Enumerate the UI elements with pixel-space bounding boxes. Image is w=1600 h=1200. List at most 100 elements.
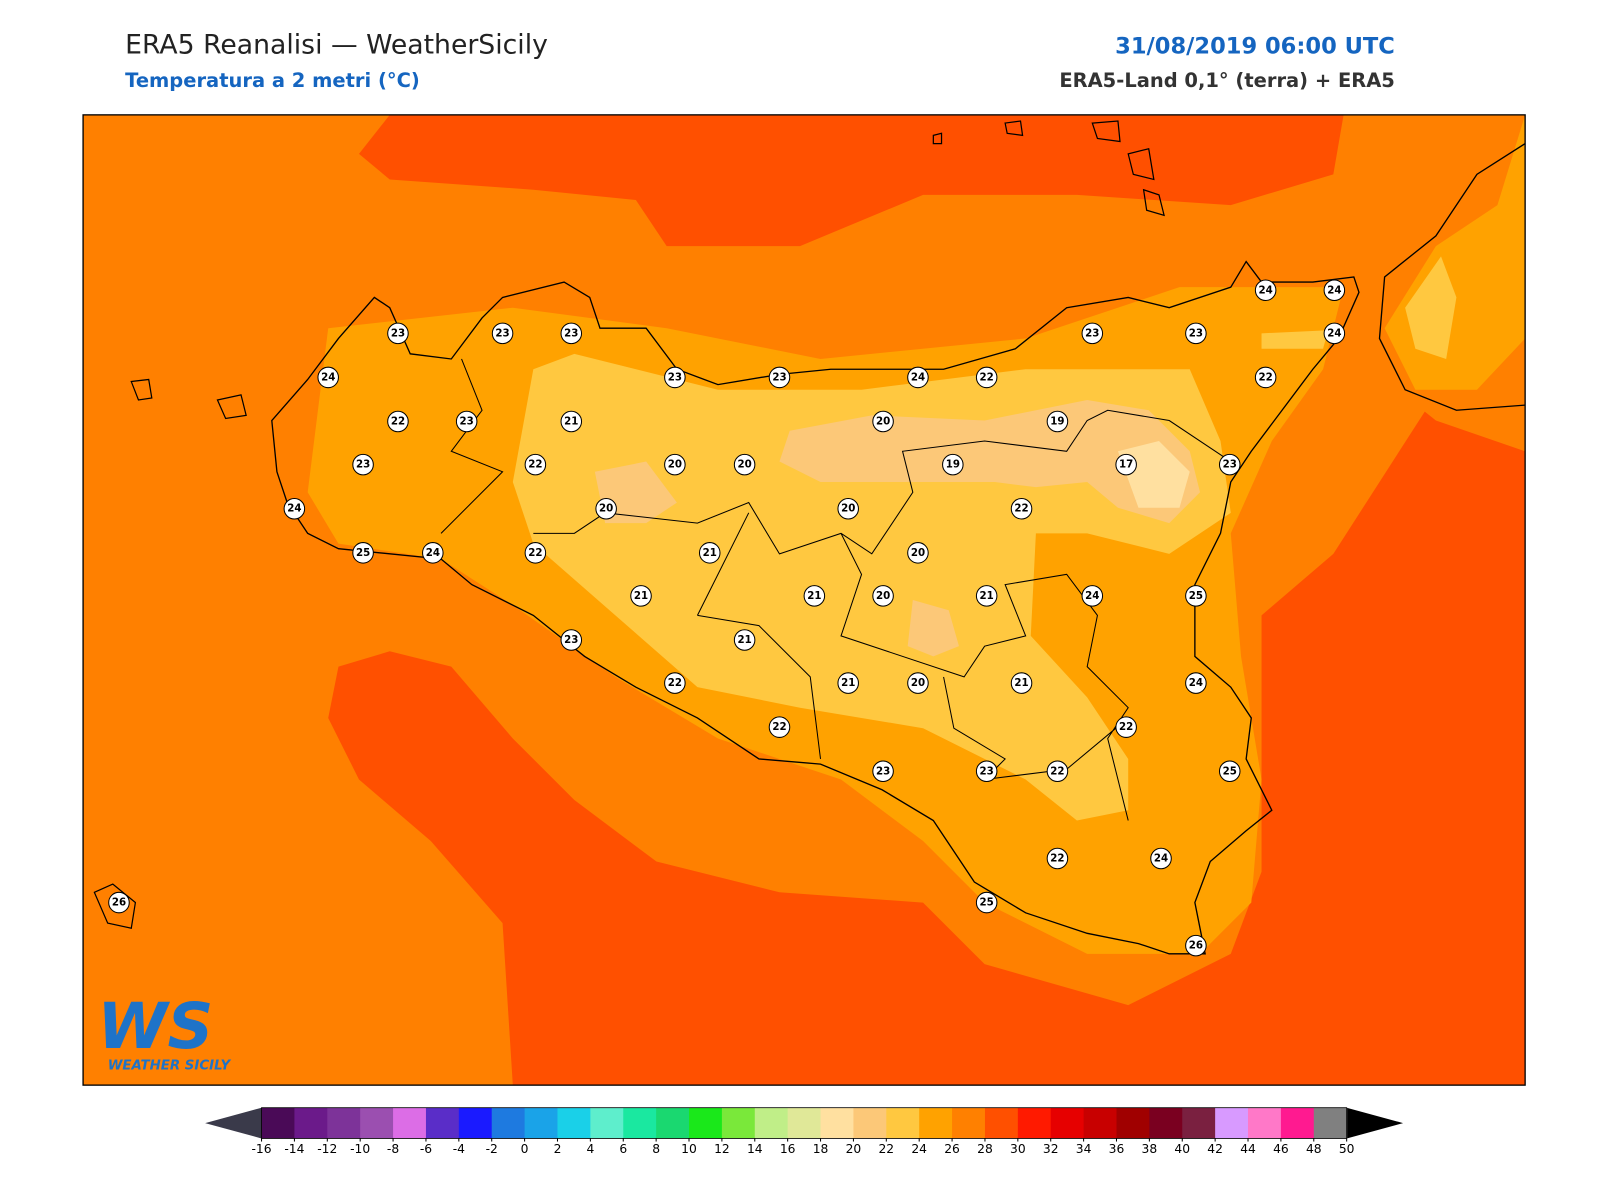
station-marker [803, 585, 826, 607]
coastline [271, 260, 1360, 955]
colorbar-segment [557, 1107, 591, 1139]
station-value: 23 [876, 765, 890, 777]
station-marker [975, 585, 998, 607]
station-value: 22 [391, 416, 405, 428]
station-marker [455, 410, 478, 433]
colorbar-segment [261, 1107, 295, 1139]
station-marker [317, 366, 339, 389]
colorbar-label: -12 [317, 1142, 337, 1156]
station-value: 22 [528, 459, 542, 471]
station-value: 22 [1014, 503, 1028, 515]
area [1405, 256, 1457, 359]
station-marker [664, 366, 686, 389]
colorbar-label: 12 [714, 1142, 730, 1156]
map-frame [82, 114, 1526, 1086]
colorbar-label: -6 [420, 1142, 432, 1156]
station-value: 23 [564, 634, 578, 646]
station-marker [942, 453, 964, 476]
station-marker [1323, 279, 1346, 302]
colorbar-segment [393, 1107, 427, 1139]
province-border [440, 358, 1232, 821]
station-marker [1185, 322, 1207, 345]
station-value: 21 [564, 416, 578, 428]
station-value: 24 [1327, 284, 1341, 296]
station-marker [872, 760, 894, 783]
station-value: 26 [112, 897, 126, 909]
station-value: 24 [321, 371, 335, 383]
station-value: 25 [1223, 765, 1237, 777]
colorbar-label: 16 [780, 1142, 796, 1156]
colorbar-label: 40 [1174, 1142, 1190, 1156]
station-marker [837, 672, 859, 694]
station-value: 23 [980, 765, 994, 777]
station-value: 22 [1050, 765, 1064, 777]
colorbar-label: 48 [1306, 1142, 1322, 1156]
datetime: 31/08/2019 06:00 UTC [1115, 33, 1395, 59]
station-value: 22 [528, 547, 542, 559]
colorbar-segment [754, 1107, 789, 1139]
station-marker [560, 629, 583, 651]
station-value: 24 [1327, 327, 1341, 339]
station-marker [1254, 366, 1277, 389]
station-marker [837, 497, 859, 520]
colorbar: -16 -14 -12 -10 -8 -6 -4 -2 0 2 4 6 8 10 12 14 16 18 20 22 2… [205, 1107, 1404, 1156]
map: 23 23 23 24 22 23 21 23 23 24 22 23 23 24 24 24 22 23 22 20… [83, 114, 1526, 1086]
colorbar-segment [623, 1107, 657, 1139]
station-value: 23 [668, 371, 682, 383]
colorbar-label: 42 [1207, 1142, 1223, 1156]
source: ERA5-Land 0,1° (terra) + ERA5 [1059, 69, 1395, 92]
warm-area [328, 410, 1526, 1086]
colorbar-segment [984, 1107, 1019, 1139]
colorbar-segment [820, 1107, 854, 1139]
colorbar-segment [458, 1107, 493, 1139]
subtitle: Temperatura a 2 metri (°C) [125, 69, 420, 92]
station-marker [352, 542, 374, 564]
colorbar-label: 20 [846, 1142, 862, 1156]
station-marker [491, 322, 514, 345]
station-marker [1010, 672, 1033, 694]
station-marker [1185, 585, 1207, 607]
colorbar-segment [491, 1107, 526, 1139]
station-marker [1010, 497, 1033, 520]
station-value: 23 [356, 459, 370, 471]
island [93, 120, 1165, 929]
station-value: 21 [980, 590, 994, 602]
station-marker [595, 497, 617, 520]
station-marker [422, 542, 444, 564]
station-marker [1046, 760, 1069, 783]
colorbar-label: 46 [1273, 1142, 1289, 1156]
station-marker [560, 322, 583, 345]
station-value: 20 [911, 547, 925, 559]
colorbar-segment [1280, 1107, 1315, 1139]
station-marker [387, 410, 409, 433]
station-marker [907, 542, 929, 564]
colorbar-over [1346, 1107, 1404, 1139]
station-marker [1115, 716, 1137, 738]
colorbar-segment [1116, 1107, 1150, 1139]
station-marker [1323, 322, 1346, 345]
station-value: 24 [1154, 852, 1168, 864]
station-marker [560, 410, 583, 433]
colorbar-segment [1182, 1107, 1216, 1139]
station-value: 20 [876, 416, 890, 428]
station-marker [1046, 847, 1069, 870]
colorbar-segment [886, 1107, 920, 1139]
station-value: 20 [599, 503, 613, 515]
colorbar-label: -16 [251, 1142, 271, 1156]
station-value: 25 [1189, 590, 1203, 602]
station-value: 23 [1189, 327, 1203, 339]
station-value: 24 [426, 547, 440, 559]
colorbar-label: 30 [1010, 1142, 1026, 1156]
colorbar-label: 44 [1240, 1142, 1256, 1156]
station-value: 22 [980, 371, 994, 383]
area [1117, 441, 1190, 508]
colorbar-label: 6 [619, 1142, 627, 1156]
colorbar-segment [1083, 1107, 1118, 1139]
colorbar-segment [360, 1107, 394, 1139]
area [907, 600, 959, 657]
station-marker [872, 410, 894, 433]
colorbar-label: 2 [554, 1142, 562, 1156]
colorbar-label: 0 [521, 1142, 529, 1156]
colorbar-label: 32 [1043, 1142, 1059, 1156]
